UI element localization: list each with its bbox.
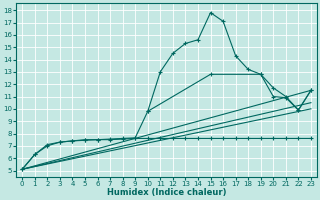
X-axis label: Humidex (Indice chaleur): Humidex (Indice chaleur)	[107, 188, 226, 197]
